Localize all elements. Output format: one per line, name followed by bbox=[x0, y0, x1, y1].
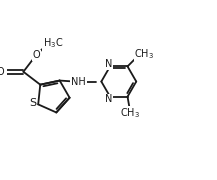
Text: NH: NH bbox=[71, 76, 86, 87]
Text: O: O bbox=[0, 67, 4, 77]
Text: O: O bbox=[33, 51, 40, 60]
Text: H$_3$C: H$_3$C bbox=[43, 37, 63, 50]
Text: S: S bbox=[29, 98, 36, 108]
Text: CH$_3$: CH$_3$ bbox=[120, 106, 140, 120]
Text: N: N bbox=[105, 94, 113, 104]
Text: N: N bbox=[105, 59, 113, 69]
Text: CH$_3$: CH$_3$ bbox=[134, 47, 155, 61]
